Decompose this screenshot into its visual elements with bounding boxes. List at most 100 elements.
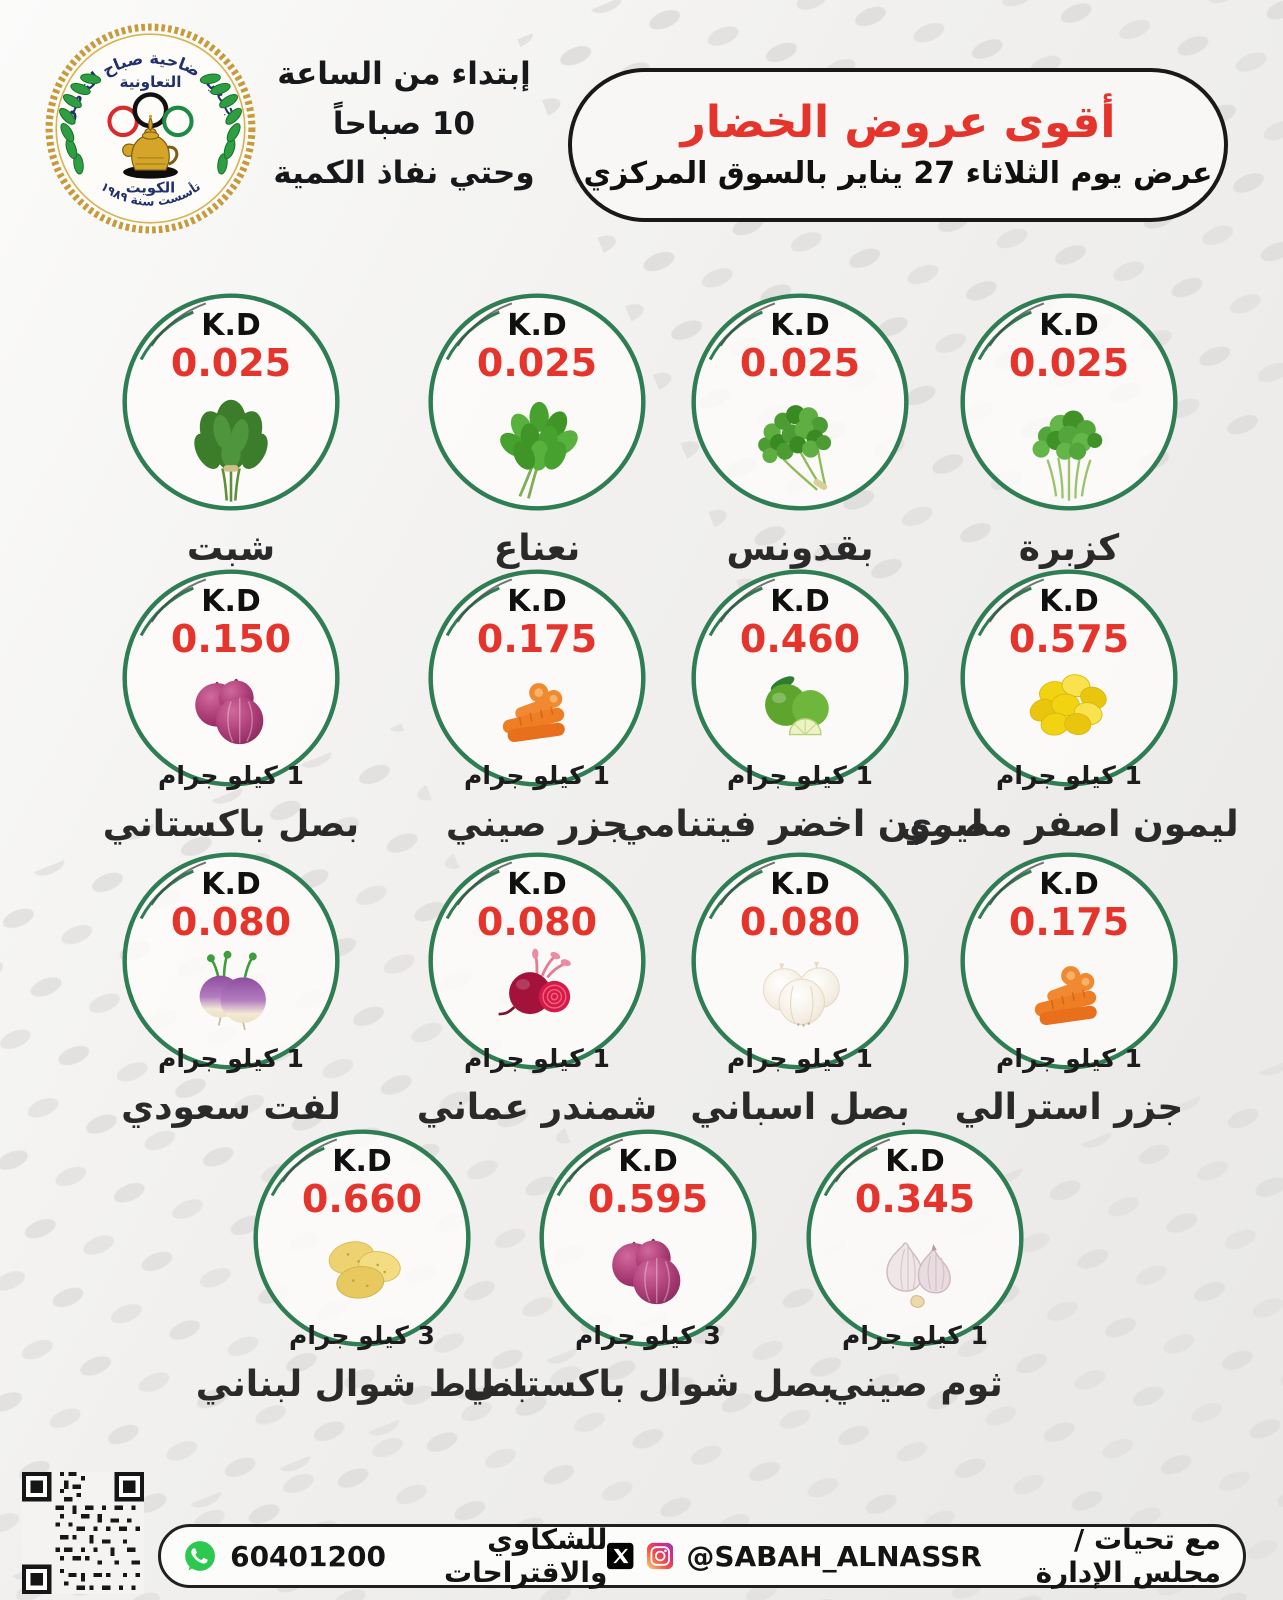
logo-country: الكويت: [126, 179, 175, 196]
dallah-coffee-pot-icon: [122, 114, 179, 179]
product-circle: K.D 0.025: [684, 286, 916, 518]
product-circle: K.D 0.080 1 كيلو جرام: [684, 845, 916, 1077]
complaints-label: للشكاوي والاقتراحات: [443, 1523, 608, 1589]
product-card: K.D 0.595 3 كيلو جرام بصل شوال باكستاني: [463, 1122, 833, 1405]
schedule-line-1: إبتداء من الساعة: [277, 56, 531, 92]
offer-subtitle: عرض يوم الثلاثاء 27 يناير بالسوق المركزي: [583, 155, 1213, 191]
offer-title: أقوى عروض الخضار: [680, 97, 1116, 149]
product-circle: K.D 0.025: [115, 286, 347, 518]
product-circle: K.D 0.025: [953, 286, 1185, 518]
product-name: ليمون اخضر فيتنامي: [616, 804, 984, 845]
product-price: 0.080: [476, 899, 598, 944]
product-circle: K.D 0.175 1 كيلو جرام: [421, 562, 653, 794]
product-price: 0.575: [1008, 616, 1130, 661]
product-card: K.D 0.150 1 كيلو جرام بصل باكستاني: [91, 562, 371, 845]
garlic-icon: [860, 1223, 970, 1319]
product-weight: 1 كيلو جرام: [996, 1044, 1142, 1074]
coop-logo: جمعية ضاحية صباح الناصر التعاونية: [45, 23, 256, 234]
schedule-line-2: 10 صباحاً: [332, 105, 476, 142]
schedule-line-3: وحتي نفاذ الكمية: [273, 155, 535, 192]
product-card: K.D 0.575 1 كيلو جرام ليمون اصفر مصري: [899, 562, 1239, 845]
currency-label: K.D: [885, 1144, 945, 1179]
product-weight: 1 كيلو جرام: [727, 1044, 873, 1074]
white-onion-icon: [745, 946, 855, 1042]
product-circle: K.D 0.460 1 كيلو جرام: [684, 562, 916, 794]
product-price: 0.080: [739, 899, 861, 944]
product-circle: K.D 0.345 1 كيلو جرام: [799, 1122, 1031, 1354]
whatsapp-icon: [183, 1532, 217, 1580]
currency-label: K.D: [507, 584, 567, 619]
carrots-icon: [482, 663, 592, 759]
product-price: 0.150: [170, 616, 292, 661]
product-circle: K.D 0.025: [421, 286, 653, 518]
qr-code: [22, 1472, 144, 1594]
product-circle: K.D 0.080 1 كيلو جرام: [115, 845, 347, 1077]
beetroot-icon: [482, 946, 592, 1042]
product-card: K.D 0.345 1 كيلو جرام ثوم صيني: [775, 1122, 1055, 1405]
product-circle: K.D 0.080 1 كيلو جرام: [421, 845, 653, 1077]
footer-greeting-group: مع تحيات / مجلس الإدارة @SABAH_ALNASSR: [607, 1523, 1221, 1589]
product-card: K.D 0.080 1 كيلو جرام بصل اسباني: [660, 845, 940, 1128]
currency-label: K.D: [201, 584, 261, 619]
footer-complaints-group: للشكاوي والاقتراحات 60401200: [183, 1523, 607, 1589]
product-weight: 1 كيلو جرام: [158, 1044, 304, 1074]
product-circle: K.D 0.595 3 كيلو جرام: [532, 1122, 764, 1354]
product-name: ثوم صيني: [827, 1364, 1003, 1405]
currency-label: K.D: [770, 308, 830, 343]
product-circle: K.D 0.660 3 كيلو جرام: [246, 1122, 478, 1354]
offer-header-box: أقوى عروض الخضار عرض يوم الثلاثاء 27 ينا…: [568, 68, 1228, 222]
laurel-wreath-icon: [59, 73, 242, 175]
coriander-icon: [1004, 389, 1134, 507]
product-price: 0.175: [1008, 899, 1130, 944]
currency-label: K.D: [507, 308, 567, 343]
product-card: K.D 0.025 شبت: [91, 286, 371, 569]
parsley-icon: [735, 389, 865, 507]
product-price: 0.025: [476, 340, 598, 385]
product-card: K.D 0.460 1 كيلو جرام ليمون اخضر فيتنامي: [617, 562, 983, 845]
whatsapp-phone: 60401200: [230, 1539, 386, 1573]
currency-label: K.D: [1039, 584, 1099, 619]
product-card: K.D 0.025 بقدونس: [660, 286, 940, 569]
instagram-icon: [647, 1536, 673, 1576]
product-circle: K.D 0.575 1 كيلو جرام: [953, 562, 1185, 794]
currency-label: K.D: [1039, 867, 1099, 902]
product-weight: 1 كيلو جرام: [464, 761, 610, 791]
product-price: 0.595: [587, 1176, 709, 1221]
currency-label: K.D: [618, 1144, 678, 1179]
footer-greeting: مع تحيات / مجلس الإدارة: [1035, 1523, 1221, 1589]
product-price: 0.345: [854, 1176, 976, 1221]
currency-label: K.D: [201, 308, 261, 343]
currency-label: K.D: [507, 867, 567, 902]
product-price: 0.460: [739, 616, 861, 661]
currency-label: K.D: [1039, 308, 1099, 343]
product-weight: 1 كيلو جرام: [727, 761, 873, 791]
product-price: 0.080: [170, 899, 292, 944]
carrots-icon: [1014, 946, 1124, 1042]
product-weight: 1 كيلو جرام: [842, 1321, 988, 1351]
footer-contact-bar: مع تحيات / مجلس الإدارة @SABAH_ALNASSR ل…: [158, 1523, 1246, 1589]
product-circle: K.D 0.175 1 كيلو جرام: [953, 845, 1185, 1077]
dill-icon: [166, 389, 296, 507]
x-twitter-icon: [607, 1536, 633, 1576]
product-name: بصل باكستاني: [102, 804, 360, 845]
product-name: ليمون اصفر مصري: [899, 804, 1239, 845]
product-price: 0.175: [476, 616, 598, 661]
currency-label: K.D: [201, 867, 261, 902]
potatoes-icon: [307, 1223, 417, 1319]
product-name: جزر صيني: [445, 804, 629, 845]
currency-label: K.D: [770, 584, 830, 619]
product-price: 0.025: [170, 340, 292, 385]
product-card: K.D 0.175 1 كيلو جرام جزر صيني: [397, 562, 677, 845]
product-weight: 1 كيلو جرام: [464, 1044, 610, 1074]
product-weight: 3 كيلو جرام: [575, 1321, 721, 1351]
red-onion-icon: [176, 663, 286, 759]
product-price: 0.025: [739, 340, 861, 385]
turnip-icon: [176, 946, 286, 1042]
product-card: K.D 0.660 3 كيلو جرام بطاط شوال لبناني: [196, 1122, 528, 1405]
social-handle: @SABAH_ALNASSR: [686, 1539, 982, 1573]
product-card: K.D 0.025 كزبرة: [929, 286, 1209, 569]
product-price: 0.025: [1008, 340, 1130, 385]
product-card: K.D 0.080 1 كيلو جرام لفت سعودي: [91, 845, 371, 1128]
product-card: K.D 0.175 1 كيلو جرام جزر استرالي: [929, 845, 1209, 1128]
